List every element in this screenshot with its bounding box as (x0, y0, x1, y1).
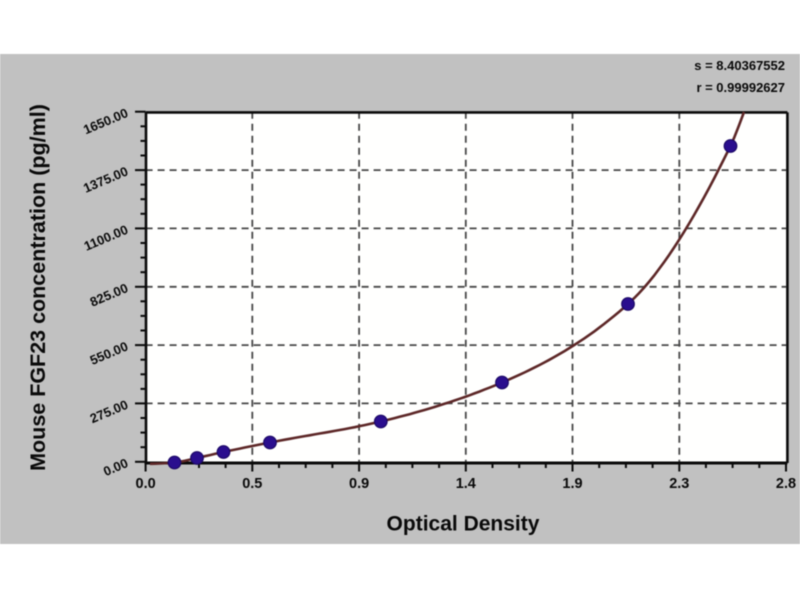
svg-text:2.3: 2.3 (669, 476, 689, 492)
svg-text:1.4: 1.4 (456, 476, 476, 492)
svg-text:2.8: 2.8 (776, 476, 796, 492)
svg-text:Optical Density: Optical Density (387, 513, 540, 536)
svg-text:Mouse FGF23 concentration (pg/: Mouse FGF23 concentration (pg/ml) (26, 104, 50, 471)
svg-text:0.9: 0.9 (349, 476, 369, 492)
svg-text:1.9: 1.9 (562, 476, 582, 492)
svg-text:0.5: 0.5 (242, 476, 262, 492)
svg-text:r = 0.99992627: r = 0.99992627 (696, 80, 785, 95)
svg-text:0.0: 0.0 (136, 476, 156, 492)
svg-text:s = 8.40367552: s = 8.40367552 (694, 58, 785, 73)
